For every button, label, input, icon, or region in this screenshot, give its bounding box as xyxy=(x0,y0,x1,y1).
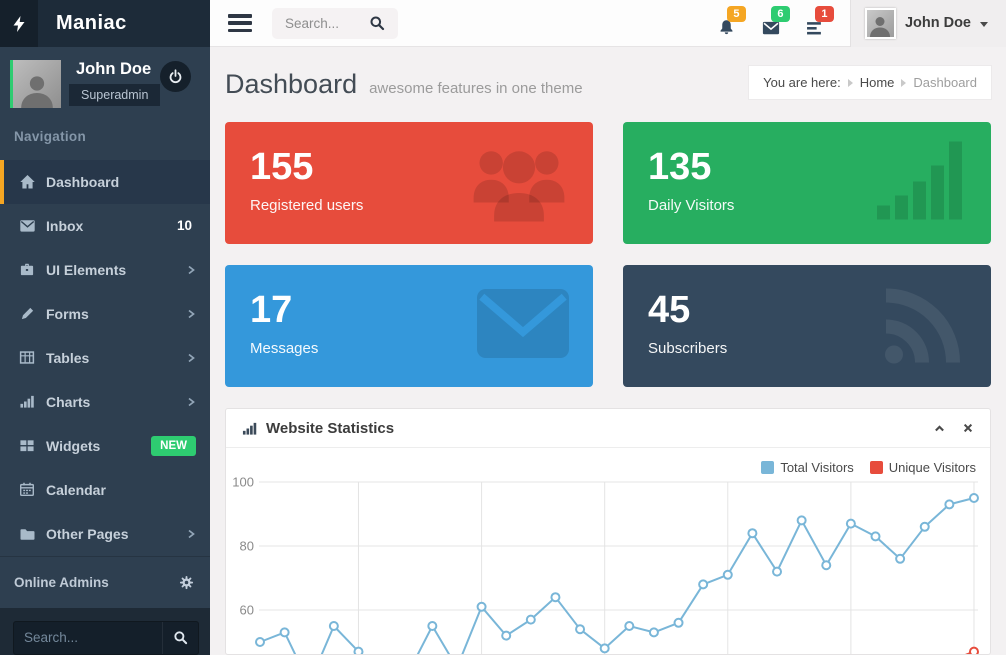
close-icon[interactable] xyxy=(962,422,974,435)
profile-role-badge: Superadmin xyxy=(69,84,161,106)
envelope-icon xyxy=(477,289,569,364)
tasks-button[interactable]: 1 xyxy=(806,6,834,36)
page-head: Dashboard awesome features in one theme … xyxy=(225,47,991,121)
stat-card-messages[interactable]: 17 Messages xyxy=(225,265,593,387)
sidebar-item-widgets[interactable]: Widgets NEW xyxy=(0,424,210,468)
website-statistics-panel: Website Statistics Total Visitors Unique… xyxy=(225,408,991,655)
stat-cards: 155 Registered users 135 Daily Visitors … xyxy=(225,122,991,387)
new-badge: NEW xyxy=(151,435,196,456)
breadcrumb: You are here: Home Dashboard xyxy=(749,66,991,99)
brand-name: Maniac xyxy=(56,12,127,34)
rss-icon xyxy=(883,282,967,371)
main-content: Dashboard awesome features in one theme … xyxy=(210,47,1006,655)
user-menu[interactable]: John Doe xyxy=(849,0,1006,47)
chevron-right-icon xyxy=(847,78,853,87)
sidebar-item-calendar[interactable]: Calendar xyxy=(0,468,210,512)
sidebar-item-inbox[interactable]: Inbox 10 xyxy=(0,204,210,248)
power-icon[interactable] xyxy=(160,61,191,92)
user-name: John Doe xyxy=(904,15,971,31)
sidebar-search xyxy=(13,620,199,655)
topbar-main: 5 6 1 John Doe xyxy=(210,0,1006,47)
profile-name: John Doe xyxy=(76,60,152,78)
sidebar-item-tables[interactable]: Tables xyxy=(0,336,210,380)
panel-tools xyxy=(933,422,974,435)
sidebar-item-forms[interactable]: Forms xyxy=(0,292,210,336)
search-icon[interactable] xyxy=(162,621,198,654)
brand-logo[interactable]: Maniac xyxy=(0,0,210,47)
tasks-count-badge: 1 xyxy=(814,6,834,22)
stat-card-subscribers[interactable]: 45 Subscribers xyxy=(623,265,991,387)
chart-area: Total Visitors Unique Visitors 100 80 60 xyxy=(226,448,990,654)
chevron-right-icon xyxy=(186,308,196,320)
topbar-search xyxy=(272,7,398,39)
messages-button[interactable]: 6 xyxy=(762,6,790,36)
legend-unique-visitors: Unique Visitors xyxy=(869,460,976,475)
calendar-icon xyxy=(18,482,36,497)
home-icon xyxy=(18,174,36,190)
messages-count-badge: 6 xyxy=(770,6,790,22)
online-admins-title: Online Admins xyxy=(14,574,109,590)
panel-header: Website Statistics xyxy=(226,409,990,448)
grid-icon xyxy=(18,438,36,453)
sidebar-item-ui-elements[interactable]: UI Elements xyxy=(0,248,210,292)
svg-text:60: 60 xyxy=(240,603,254,618)
table-icon xyxy=(18,350,36,365)
inbox-count-badge: 10 xyxy=(176,218,192,234)
bar-chart-icon xyxy=(242,421,257,436)
svg-text:100: 100 xyxy=(232,475,254,490)
alerts-count-badge: 5 xyxy=(726,6,746,22)
stat-card-registered-users[interactable]: 155 Registered users xyxy=(225,122,593,244)
folder-icon xyxy=(18,527,36,541)
bar-chart-icon xyxy=(18,394,36,409)
sidebar-search-input[interactable] xyxy=(14,630,162,646)
topbar-search-input[interactable] xyxy=(285,15,369,31)
sidebar: John Doe Superadmin Navigation Dashboard… xyxy=(0,47,210,655)
bar-chart-icon xyxy=(877,141,967,225)
stat-card-daily-visitors[interactable]: 135 Daily Visitors xyxy=(623,122,991,244)
collapse-icon[interactable] xyxy=(933,422,946,435)
sidebar-item-dashboard[interactable]: Dashboard xyxy=(0,159,210,204)
breadcrumb-prefix: You are here: xyxy=(763,75,841,90)
avatar xyxy=(10,60,61,108)
breadcrumb-home[interactable]: Home xyxy=(859,75,895,90)
svg-text:80: 80 xyxy=(240,539,254,554)
chevron-right-icon xyxy=(901,78,907,87)
notifications-button[interactable]: 5 xyxy=(718,6,746,36)
sidebar-item-other-pages[interactable]: Other Pages xyxy=(0,512,210,556)
chevron-right-icon xyxy=(186,264,196,276)
legend-total-visitors: Total Visitors xyxy=(761,460,854,475)
nav-section-title: Navigation xyxy=(14,128,87,144)
users-icon xyxy=(469,140,569,227)
bell-icon xyxy=(720,20,733,35)
legend-swatch xyxy=(869,461,883,474)
gear-icon[interactable] xyxy=(179,575,194,590)
avatar xyxy=(864,7,896,39)
sidebar-profile: John Doe Superadmin xyxy=(0,47,210,113)
search-icon[interactable] xyxy=(369,15,385,31)
legend-swatch xyxy=(761,461,775,474)
line-chart[interactable]: 100 80 60 xyxy=(226,448,990,654)
briefcase-icon xyxy=(18,262,36,277)
topbar: Maniac 5 6 1 xyxy=(0,0,1006,47)
online-admins-section: Online Admins xyxy=(0,555,210,608)
chevron-right-icon xyxy=(186,396,196,408)
lightning-bolt-icon xyxy=(0,0,38,47)
page-subtitle: awesome features in one theme xyxy=(369,79,583,97)
chevron-right-icon xyxy=(186,528,196,540)
panel-title: Website Statistics xyxy=(266,419,395,437)
sidebar-menu: Dashboard Inbox 10 UI Elements Forms Tab… xyxy=(0,159,210,556)
tasks-icon xyxy=(807,22,821,35)
sidebar-item-charts[interactable]: Charts xyxy=(0,380,210,424)
pencil-icon xyxy=(18,306,36,321)
breadcrumb-current: Dashboard xyxy=(913,75,977,90)
menu-toggle-button[interactable] xyxy=(228,14,252,32)
page-title: Dashboard xyxy=(225,68,358,99)
chevron-down-icon xyxy=(980,21,988,27)
chart-legend: Total Visitors Unique Visitors xyxy=(761,460,976,475)
envelope-icon xyxy=(18,219,36,233)
chevron-right-icon xyxy=(186,352,196,364)
envelope-icon xyxy=(762,21,780,35)
sidebar-bottom xyxy=(0,607,210,655)
